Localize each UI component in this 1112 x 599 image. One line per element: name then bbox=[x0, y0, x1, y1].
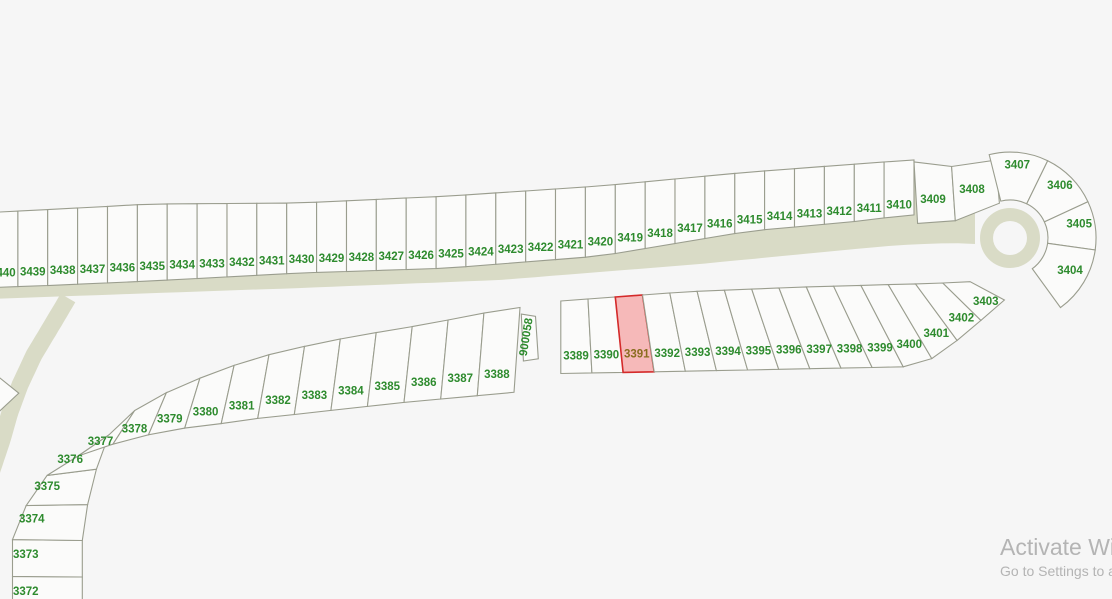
svg-text:3424: 3424 bbox=[468, 247, 494, 259]
svg-text:3383: 3383 bbox=[302, 390, 328, 402]
svg-text:3421: 3421 bbox=[558, 240, 584, 252]
svg-text:3436: 3436 bbox=[110, 263, 136, 275]
svg-text:3419: 3419 bbox=[617, 233, 643, 245]
svg-text:3422: 3422 bbox=[528, 242, 554, 254]
svg-text:3395: 3395 bbox=[746, 345, 772, 357]
svg-text:3409: 3409 bbox=[920, 194, 946, 206]
svg-text:3377: 3377 bbox=[88, 436, 114, 448]
svg-text:3437: 3437 bbox=[80, 264, 106, 276]
svg-text:3414: 3414 bbox=[767, 211, 793, 223]
svg-text:3389: 3389 bbox=[563, 350, 589, 362]
svg-text:3413: 3413 bbox=[797, 209, 823, 221]
svg-text:3401: 3401 bbox=[924, 328, 950, 340]
svg-text:3411: 3411 bbox=[857, 203, 883, 215]
svg-text:3431: 3431 bbox=[259, 256, 285, 268]
svg-text:3432: 3432 bbox=[229, 257, 255, 269]
svg-text:3386: 3386 bbox=[411, 377, 437, 389]
svg-text:3373: 3373 bbox=[13, 549, 39, 561]
svg-text:3407: 3407 bbox=[1005, 159, 1031, 171]
svg-text:3423: 3423 bbox=[498, 244, 524, 256]
svg-text:3375: 3375 bbox=[34, 481, 60, 493]
svg-text:3427: 3427 bbox=[379, 251, 405, 263]
svg-text:3439: 3439 bbox=[20, 266, 46, 278]
svg-text:3381: 3381 bbox=[229, 400, 255, 412]
svg-text:3390: 3390 bbox=[594, 350, 620, 362]
svg-text:3391: 3391 bbox=[624, 349, 650, 361]
svg-text:3412: 3412 bbox=[827, 206, 853, 218]
svg-text:3394: 3394 bbox=[715, 346, 741, 358]
svg-text:3417: 3417 bbox=[677, 223, 703, 235]
svg-text:3403: 3403 bbox=[973, 296, 999, 308]
svg-text:3430: 3430 bbox=[289, 254, 315, 266]
svg-text:3382: 3382 bbox=[265, 395, 291, 407]
svg-text:3396: 3396 bbox=[776, 345, 802, 357]
svg-text:3385: 3385 bbox=[375, 381, 401, 393]
svg-text:3380: 3380 bbox=[193, 407, 219, 419]
svg-text:3376: 3376 bbox=[57, 454, 83, 466]
svg-text:3372: 3372 bbox=[13, 586, 39, 598]
svg-text:3415: 3415 bbox=[737, 214, 763, 226]
svg-text:3379: 3379 bbox=[157, 414, 183, 426]
svg-text:3434: 3434 bbox=[169, 260, 195, 272]
svg-text:3410: 3410 bbox=[886, 200, 912, 212]
svg-text:3397: 3397 bbox=[806, 344, 832, 356]
svg-text:3438: 3438 bbox=[50, 265, 76, 277]
svg-text:3406: 3406 bbox=[1047, 180, 1073, 192]
svg-text:3392: 3392 bbox=[654, 348, 680, 360]
svg-text:3402: 3402 bbox=[949, 313, 975, 325]
svg-text:3416: 3416 bbox=[707, 219, 733, 231]
svg-text:3393: 3393 bbox=[685, 347, 711, 359]
svg-text:3433: 3433 bbox=[199, 258, 225, 270]
svg-text:3425: 3425 bbox=[438, 249, 464, 261]
svg-text:3418: 3418 bbox=[647, 228, 673, 240]
svg-text:3388: 3388 bbox=[484, 369, 510, 381]
svg-text:3378: 3378 bbox=[122, 423, 148, 435]
svg-text:3408: 3408 bbox=[959, 184, 985, 196]
svg-text:3420: 3420 bbox=[588, 237, 614, 249]
svg-text:3429: 3429 bbox=[319, 253, 345, 265]
svg-text:3387: 3387 bbox=[448, 373, 474, 385]
svg-text:Go to Settings to activate Win: Go to Settings to activate Windows. bbox=[1000, 563, 1112, 579]
svg-text:3426: 3426 bbox=[408, 250, 434, 262]
svg-text:3440: 3440 bbox=[0, 268, 16, 280]
svg-text:Activate Windows: Activate Windows bbox=[1000, 534, 1112, 560]
svg-text:3384: 3384 bbox=[338, 386, 364, 398]
svg-text:3405: 3405 bbox=[1066, 219, 1092, 231]
svg-text:3399: 3399 bbox=[867, 343, 893, 355]
svg-text:3428: 3428 bbox=[349, 252, 375, 264]
svg-text:3400: 3400 bbox=[897, 339, 923, 351]
svg-text:3374: 3374 bbox=[19, 514, 45, 526]
svg-text:3404: 3404 bbox=[1057, 265, 1083, 277]
svg-text:3435: 3435 bbox=[140, 261, 166, 273]
svg-text:3398: 3398 bbox=[837, 343, 863, 355]
